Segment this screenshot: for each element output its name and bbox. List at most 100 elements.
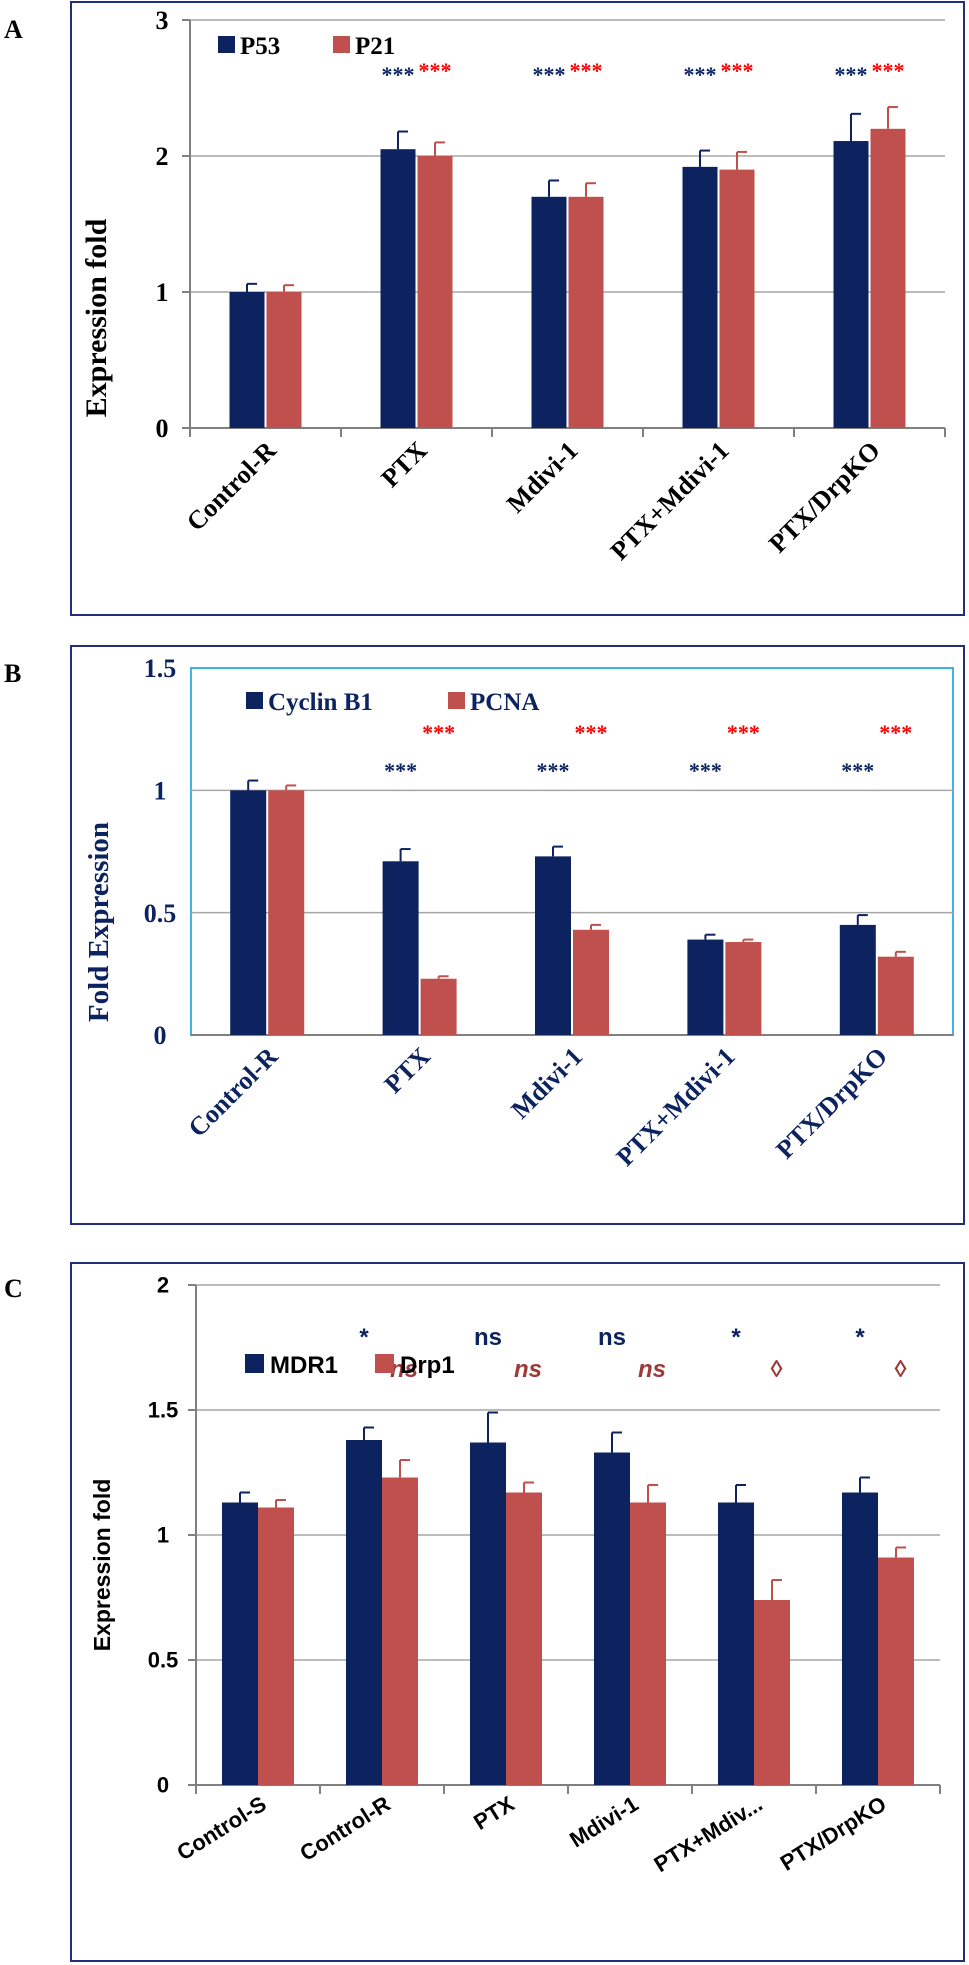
bar-cyclin-b1-ptx-drpko bbox=[839, 924, 876, 1035]
panel-c: C * ns ns * *ns ns ns ◊ ◊ 00.511.52 Control-S Con… bbox=[4, 1262, 965, 1962]
significance-mdr1-mdivi-1: ns bbox=[598, 1324, 626, 1351]
legend-swatch-p21 bbox=[333, 36, 350, 53]
panel-b-bars: *** *** *** ****** *** *** *** bbox=[230, 720, 914, 1035]
panel-a-x-tick-labels: Control-R PTX Mdivi-1 PTX+Mdivi-1 PTX/DrpKO bbox=[181, 436, 886, 566]
x-tick-label-ptx-drpko: PTX/DrpKO bbox=[776, 1791, 891, 1876]
significance-drp1-control-r: ns bbox=[390, 1356, 418, 1383]
significance-drp1-ptx: ns bbox=[514, 1356, 542, 1383]
panel-b-plot-frame bbox=[190, 667, 954, 1036]
panel-a-y-axis-title: Expression fold bbox=[80, 218, 113, 417]
bar-mdr1-control-r bbox=[346, 1440, 382, 1785]
bar-cyclin-b1-ptx bbox=[382, 861, 419, 1035]
bar-p21-ptx-mdivi-1 bbox=[719, 169, 755, 428]
bar-mdr1-ptx-mdiv bbox=[718, 1502, 754, 1785]
bar-p53-ptx bbox=[380, 149, 416, 428]
bar-drp1-ptx-mdiv bbox=[754, 1600, 790, 1785]
significance-pcna-mdivi-1: *** bbox=[575, 720, 608, 745]
x-tick-label-ptx: PTX bbox=[379, 1042, 436, 1099]
significance-mdr1-ptx: ns bbox=[474, 1324, 502, 1351]
panel-b-y-ticks: 0 0.5 1 1.5 bbox=[144, 654, 177, 1050]
legend-label-pcna: PCNA bbox=[470, 689, 539, 716]
x-tick-label-ptx-drpko: PTX/DrpKO bbox=[770, 1042, 893, 1165]
significance-drp1-ptx-drpko: ◊ bbox=[894, 1356, 907, 1383]
significance-mdr1-ptx-mdiv: * bbox=[731, 1324, 741, 1351]
y-tick-label: 2 bbox=[156, 142, 169, 171]
significance-p21-ptx: *** bbox=[419, 58, 452, 83]
panel-b: B *** *** *** ****** *** *** *** 00.511.5 Cont… bbox=[4, 645, 965, 1225]
significance-p53-ptx-mdivi-1: *** bbox=[684, 62, 717, 87]
bar-pcna-ptx-mdivi-1 bbox=[725, 942, 762, 1035]
significance-p53-mdivi-1: *** bbox=[533, 62, 566, 87]
bar-mdr1-ptx bbox=[470, 1442, 506, 1785]
x-tick-label-mdivi-1: Mdivi-1 bbox=[565, 1791, 643, 1852]
bar-p53-control-r bbox=[229, 292, 265, 428]
significance-cyclin-b1-mdivi-1: *** bbox=[537, 758, 570, 783]
bar-drp1-mdivi-1 bbox=[630, 1502, 666, 1785]
panel-b-letter: B bbox=[4, 659, 21, 688]
y-tick-label: 3 bbox=[156, 6, 169, 35]
significance-p21-ptx-mdivi-1: *** bbox=[721, 58, 754, 83]
x-tick-label-ptx: PTX bbox=[469, 1791, 519, 1835]
bar-p21-control-r bbox=[266, 292, 302, 428]
bar-p21-ptx-drpko bbox=[870, 128, 906, 429]
x-tick-label-control-r: Control-R bbox=[181, 436, 282, 537]
x-tick-label-control-r: Control-R bbox=[295, 1791, 394, 1866]
x-tick-label-control-r: Control-R bbox=[183, 1042, 284, 1143]
panel-c-x-tick-labels: Control-S Control-R PTX Mdivi-1 PTX+Mdiv... P… bbox=[172, 1791, 890, 1877]
bar-p53-mdivi-1 bbox=[531, 196, 567, 428]
x-tick-label-ptx-mdiv: PTX+Mdiv... bbox=[650, 1791, 767, 1877]
panel-b-y-axis-title: Fold Expression bbox=[83, 822, 115, 1022]
legend-swatch-p53 bbox=[218, 36, 235, 53]
bar-drp1-ptx-drpko bbox=[878, 1557, 914, 1785]
x-tick-label-ptx-mdivi-1: PTX+Mdivi-1 bbox=[611, 1042, 741, 1172]
legend-label-cyclin-b1: Cyclin B1 bbox=[268, 689, 373, 716]
legend-swatch-pcna bbox=[448, 692, 465, 709]
panel-c-y-axis-title: Expression fold bbox=[89, 1479, 115, 1652]
panel-c-letter: C bbox=[4, 1274, 23, 1303]
bar-p21-mdivi-1 bbox=[568, 196, 604, 428]
panel-a-gridlines bbox=[190, 19, 945, 293]
legend-label-drp1: Drp1 bbox=[400, 1352, 455, 1379]
bar-mdr1-control-s bbox=[222, 1502, 258, 1785]
y-tick-label: 1 bbox=[156, 278, 169, 307]
legend-swatch-cyclin-b1 bbox=[246, 692, 263, 709]
bar-cyclin-b1-control-r bbox=[230, 790, 267, 1035]
significance-cyclin-b1-ptx: *** bbox=[384, 758, 417, 783]
y-tick-label: 1 bbox=[154, 776, 167, 805]
significance-drp1-ptx-mdiv: ◊ bbox=[770, 1356, 783, 1383]
x-tick-label-ptx: PTX bbox=[375, 436, 432, 493]
panel-b-gridlines bbox=[191, 789, 953, 914]
significance-mdr1-control-r: * bbox=[359, 1324, 369, 1351]
panel-a-frame bbox=[70, 1, 965, 616]
bar-mdr1-ptx-drpko bbox=[842, 1492, 878, 1785]
x-tick-label-mdivi-1: Mdivi-1 bbox=[505, 1042, 588, 1125]
y-tick-label: 0 bbox=[156, 414, 169, 443]
panel-a-y-ticks: 0 1 2 3 bbox=[156, 6, 946, 443]
panel-c-frame bbox=[70, 1262, 965, 1962]
x-tick-label-ptx-drpko: PTX/DrpKO bbox=[763, 436, 886, 559]
panel-b-x-tick-labels: Control-R PTX Mdivi-1 PTX+Mdivi-1 PTX/DrpKO bbox=[183, 1042, 893, 1172]
legend-swatch-mdr1 bbox=[245, 1354, 264, 1373]
significance-p53-ptx-drpko: *** bbox=[835, 62, 868, 87]
x-tick-label-ptx-mdivi-1: PTX+Mdivi-1 bbox=[605, 436, 735, 566]
legend-label-p21: P21 bbox=[355, 33, 395, 60]
y-tick-label: 0 bbox=[157, 1773, 169, 1798]
y-tick-label: 0 bbox=[154, 1021, 167, 1050]
bar-p21-ptx bbox=[417, 156, 453, 428]
bar-drp1-ptx bbox=[506, 1492, 542, 1785]
bar-p53-ptx-drpko bbox=[833, 141, 869, 429]
bar-p53-ptx-mdivi-1 bbox=[682, 166, 718, 428]
panel-a-legend: P53 P21 bbox=[218, 33, 395, 60]
significance-p21-ptx-drpko: *** bbox=[872, 58, 905, 83]
bar-pcna-ptx bbox=[420, 978, 457, 1035]
panel-a-bars: *** *** *** ****** *** *** *** bbox=[229, 58, 906, 429]
significance-p53-ptx: *** bbox=[382, 62, 415, 87]
panel-c-y-ticks: 0 0.5 1 1.5 2 bbox=[148, 1273, 941, 1798]
legend-label-mdr1: MDR1 bbox=[270, 1352, 338, 1379]
panel-b-frame bbox=[70, 645, 965, 1225]
significance-mdr1-ptx-drpko: * bbox=[855, 1324, 865, 1351]
bar-cyclin-b1-ptx-mdivi-1 bbox=[687, 939, 724, 1035]
panel-c-gridlines bbox=[196, 1284, 940, 1661]
